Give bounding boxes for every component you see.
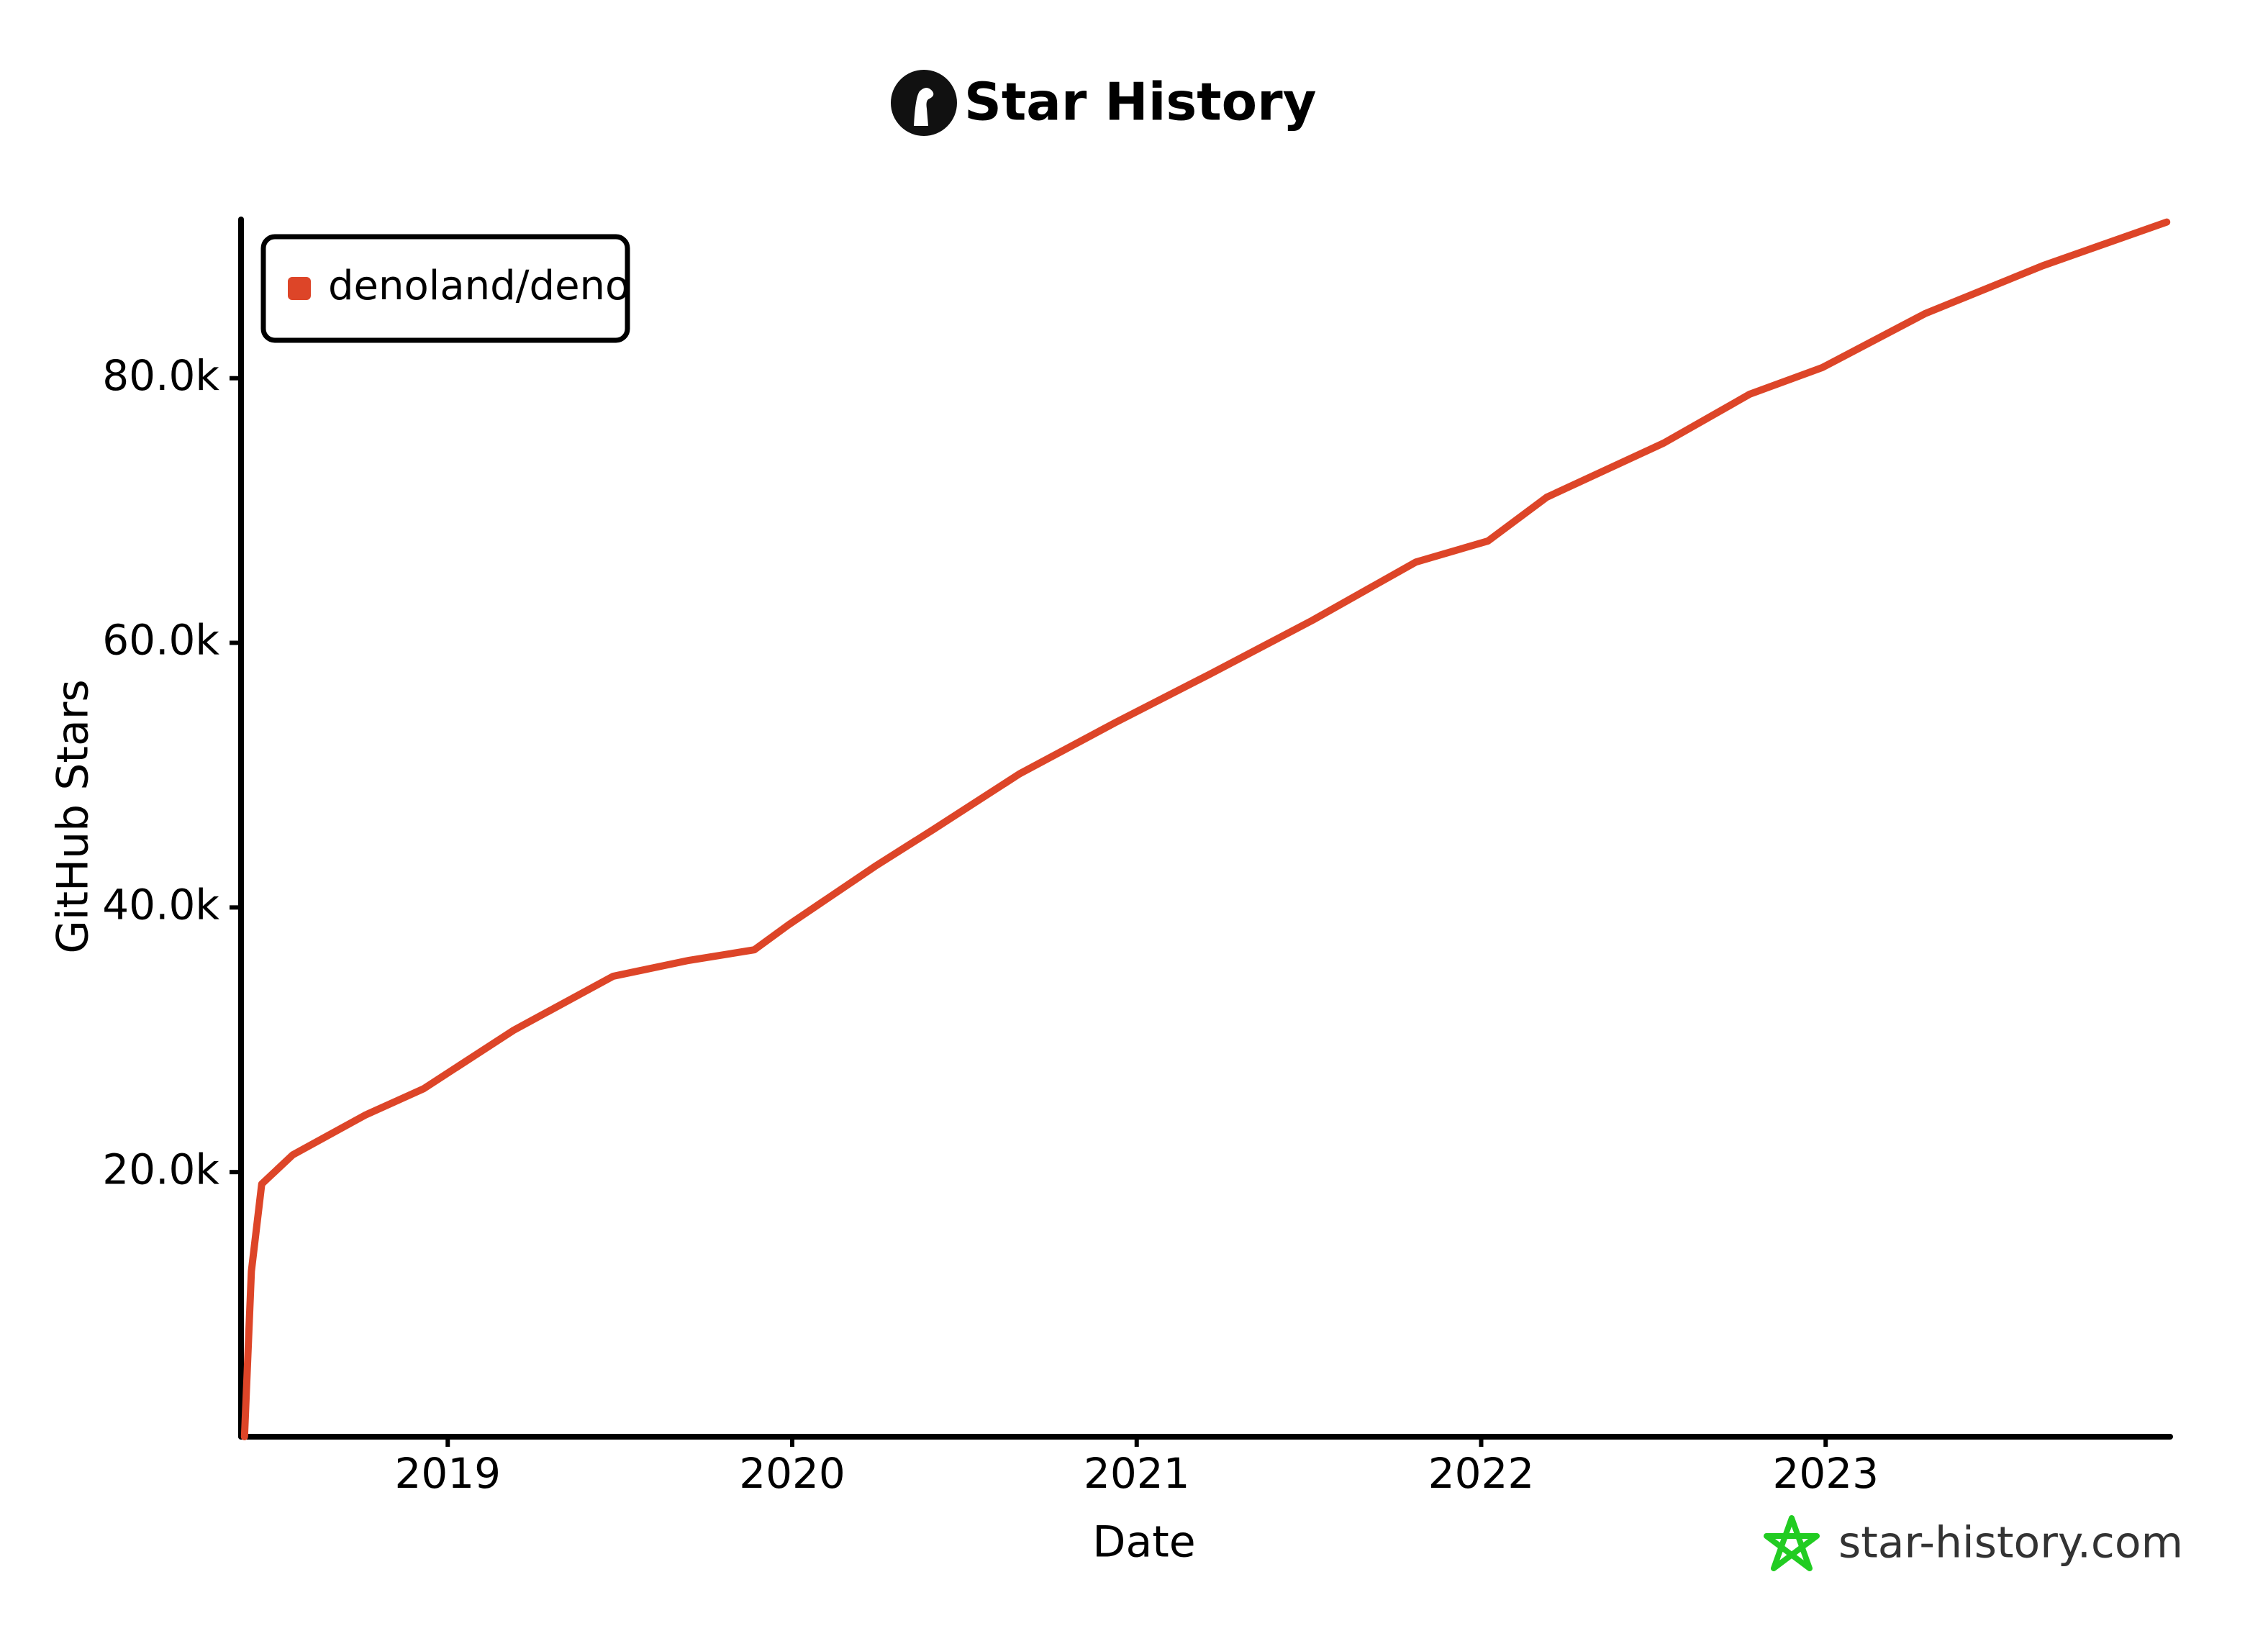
chart-title: Star History <box>964 72 1317 132</box>
x-tick-label: 2021 <box>1084 1449 1190 1498</box>
legend-swatch <box>288 277 311 300</box>
footer: star-history.com <box>1838 1518 2183 1568</box>
x-tick-label: 2020 <box>739 1449 845 1498</box>
y-tick-label: 40.0k <box>102 880 219 929</box>
x-tick-label: 2019 <box>394 1449 501 1498</box>
x-axis-label: Date <box>1092 1517 1195 1568</box>
line <box>240 218 2171 1440</box>
x-tick-label: 2022 <box>1428 1449 1535 1498</box>
legend-label: denoland/deno <box>328 263 630 309</box>
y-tick-label: 20.0k <box>102 1145 219 1194</box>
y-tick-label: 60.0k <box>102 616 219 665</box>
x-tick-label: 2023 <box>1772 1449 1879 1498</box>
y-tick-label: 80.0k <box>102 351 219 400</box>
legend: denoland/deno <box>260 234 630 343</box>
footer-logo <box>1764 1515 1820 1571</box>
legend-box <box>260 234 630 343</box>
y-axis-label: GitHub Stars <box>48 679 99 953</box>
logo <box>891 70 957 136</box>
